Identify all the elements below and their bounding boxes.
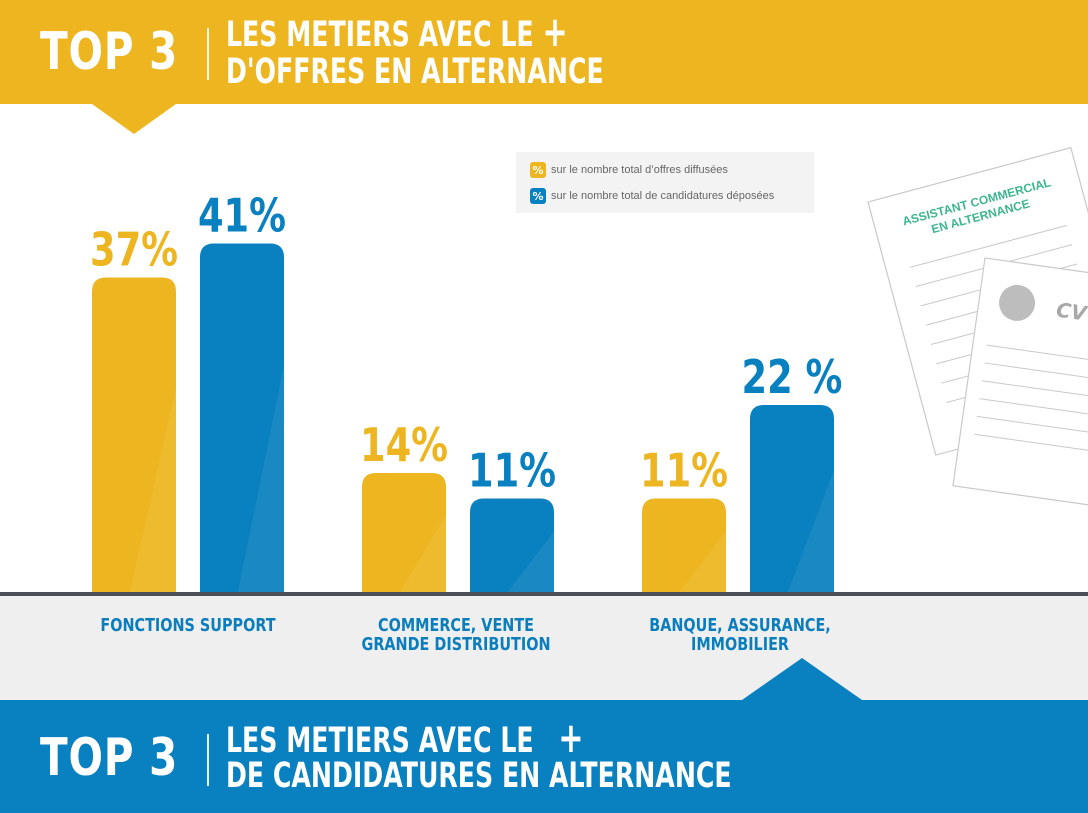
value-label-series2-cat3: 22 % xyxy=(742,350,843,404)
bar-series2-cat2 xyxy=(470,498,554,592)
category-label-banque: BANQUE, ASSURANCE, IMMOBILIER xyxy=(649,615,831,655)
top-banner-line1: LES METIERS AVEC LE + xyxy=(226,11,568,55)
value-label-series2-cat2: 11% xyxy=(468,443,556,497)
legend-item-offres: % sur le nombre total d’offres diffusées xyxy=(530,161,728,179)
top-banner: TOP 3 LES METIERS AVEC LE + D'OFFRES EN … xyxy=(0,0,1088,134)
bar-series1-cat1 xyxy=(92,277,176,592)
bar-series1-cat2 xyxy=(362,473,446,592)
bar-sheen-series2-cat3 xyxy=(787,470,834,592)
bottom-banner: TOP 3 LES METIERS AVEC LE + DE CANDIDATU… xyxy=(0,658,1088,813)
bar-chart: 37% 14% 11% 41% 11% 22 % xyxy=(90,188,843,592)
legend-item-candidatures: % sur le nombre total de candidatures dé… xyxy=(530,187,774,205)
legend-label-candidatures: sur le nombre total de candidatures dépo… xyxy=(551,190,775,202)
legend: % sur le nombre total d’offres diffusées… xyxy=(516,152,814,213)
cv-document: CV xyxy=(952,257,1088,508)
category-axis: FONCTIONS SUPPORT COMMERCE, VENTE GRANDE… xyxy=(0,592,1088,704)
category-label-commerce: COMMERCE, VENTE GRANDE DISTRIBUTION xyxy=(361,615,551,655)
bottom-banner-pointer xyxy=(742,658,862,700)
cv-photo-icon xyxy=(999,284,1036,321)
bottom-banner-divider xyxy=(207,734,209,786)
bar-series1-cat3 xyxy=(642,498,726,592)
top-banner-top3: TOP 3 xyxy=(40,22,179,82)
cv-title: CV xyxy=(1055,298,1088,326)
bottom-banner-line1: LES METIERS AVEC LE + xyxy=(226,717,584,761)
value-label-series1-cat2: 14% xyxy=(360,418,448,472)
bar-series2-cat3 xyxy=(750,405,834,592)
value-label-series1-cat1: 37% xyxy=(90,222,178,276)
top-banner-line1-text: LES METIERS AVEC LE xyxy=(226,15,534,55)
top-banner-pointer xyxy=(92,104,176,134)
value-label-series2-cat1: 41% xyxy=(198,188,286,242)
bar-sheen-series1-cat3 xyxy=(679,531,726,592)
bottom-banner-line1-text: LES METIERS AVEC LE xyxy=(226,721,534,761)
category-label-fonctions-support: FONCTIONS SUPPORT xyxy=(100,615,276,636)
value-label-series1-cat3: 11% xyxy=(640,443,728,497)
legend-label-offres: sur le nombre total d’offres diffusées xyxy=(551,164,728,176)
legend-swatch-yellow: % xyxy=(530,162,546,178)
legend-swatch-blue: % xyxy=(530,188,546,204)
top-banner-divider xyxy=(207,28,209,80)
bar-sheen-series1-cat2 xyxy=(399,514,446,592)
bottom-banner-plus: + xyxy=(558,713,584,762)
bar-series2-cat1 xyxy=(200,243,284,592)
bottom-banner-line2: DE CANDIDATURES EN ALTERNANCE xyxy=(226,756,732,796)
cv-paper xyxy=(952,257,1088,508)
bar-sheen-series1-cat1 xyxy=(129,387,176,592)
bottom-banner-top3: TOP 3 xyxy=(40,728,179,788)
top-banner-plus: + xyxy=(542,7,568,56)
top-banner-line2: D'OFFRES EN ALTERNANCE xyxy=(226,52,604,92)
bar-sheen-series2-cat2 xyxy=(507,531,554,592)
bar-sheen-series2-cat1 xyxy=(237,365,284,592)
